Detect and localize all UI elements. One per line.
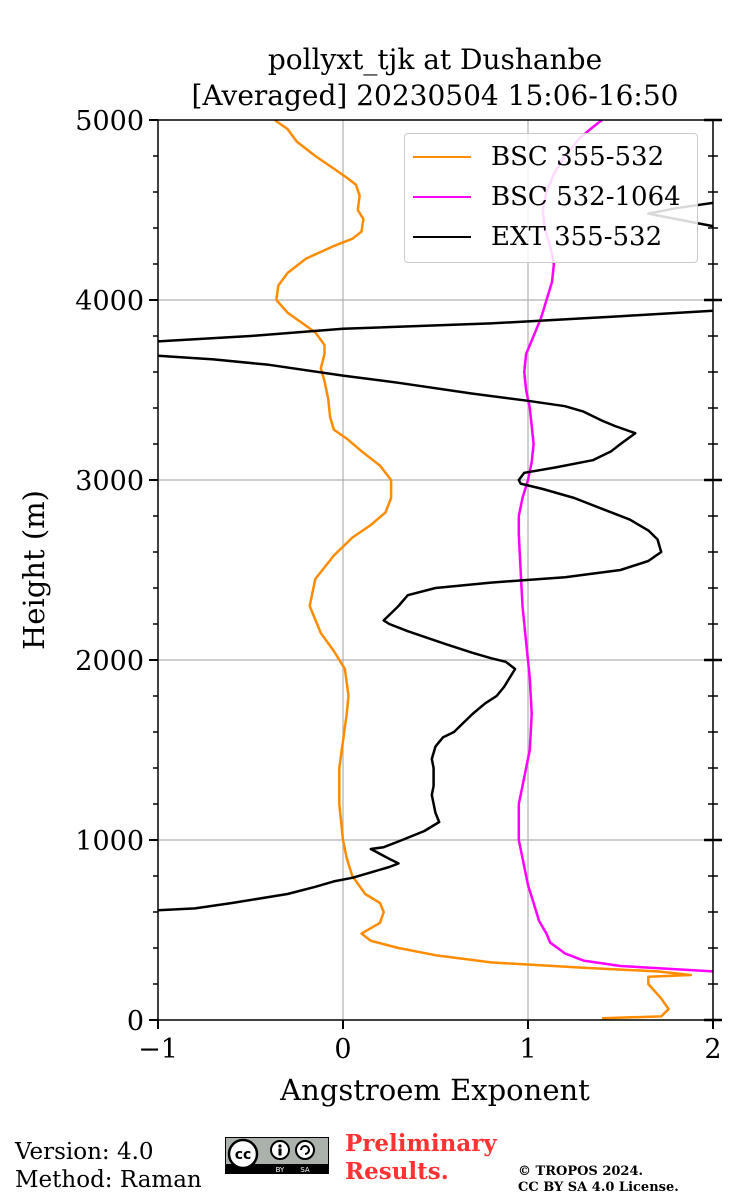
method-text: Method: Raman xyxy=(15,1167,202,1193)
sa-icon xyxy=(295,1140,315,1160)
legend-item: EXT 355-532 xyxy=(413,222,662,252)
grid-lines xyxy=(158,120,713,1020)
legend-label: BSC 532-1064 xyxy=(491,182,681,212)
x-tick-label: 2 xyxy=(704,1034,721,1065)
legend-swatch xyxy=(413,156,471,158)
chart-title-line1: pollyxt_tjk at Dushanbe xyxy=(267,43,603,76)
legend-item: BSC 355-532 xyxy=(413,142,664,172)
y-tick-label: 0 xyxy=(127,1006,144,1037)
x-axis-label: Angstroem Exponent xyxy=(279,1073,590,1107)
series-line xyxy=(158,354,663,912)
preliminary-line1: Preliminary xyxy=(345,1130,497,1157)
footer-info: Version: 4.0 Method: Raman xyxy=(15,1138,202,1194)
legend: BSC 355-532 BSC 532-1064 EXT 355-532 xyxy=(404,133,698,263)
copyright-line2: CC BY SA 4.0 License. xyxy=(518,1180,679,1195)
y-tick-label: 1000 xyxy=(75,826,144,857)
cc-license-badge: cc BY SA xyxy=(225,1137,329,1174)
series-line xyxy=(158,309,713,343)
legend-label: EXT 355-532 xyxy=(491,222,663,252)
svg-text:SA: SA xyxy=(300,1166,310,1174)
version-text: Version: 4.0 xyxy=(15,1139,154,1165)
svg-text:cc: cc xyxy=(235,1147,252,1163)
y-axis-label: Height (m) xyxy=(17,490,51,650)
preliminary-line2: Results. xyxy=(345,1158,449,1185)
y-tick-label: 5000 xyxy=(75,106,144,137)
plot-frame xyxy=(157,119,714,1021)
legend-label: BSC 355-532 xyxy=(491,142,665,172)
legend-swatch xyxy=(413,236,471,238)
series-line xyxy=(273,120,693,1020)
legend-item: BSC 532-1064 xyxy=(413,182,681,212)
y-tick-label: 4000 xyxy=(75,286,144,317)
preliminary-results-note: Preliminary Results. xyxy=(345,1130,497,1186)
chart-title-line2: [Averaged] 20230504 15:06-16:50 xyxy=(191,79,679,112)
x-tick-label: 1 xyxy=(519,1034,536,1065)
x-tick-label: 0 xyxy=(334,1034,351,1065)
cc-icon xyxy=(227,1138,259,1170)
legend-swatch xyxy=(413,196,471,198)
y-tick-label: 3000 xyxy=(75,466,144,497)
copyright-line1: © TROPOS 2024. xyxy=(518,1164,644,1179)
copyright-note: © TROPOS 2024. CC BY SA 4.0 License. xyxy=(518,1164,679,1196)
x-tick-label: −1 xyxy=(138,1034,178,1065)
y-tick-label: 2000 xyxy=(75,646,144,677)
svg-text:BY: BY xyxy=(276,1166,285,1174)
